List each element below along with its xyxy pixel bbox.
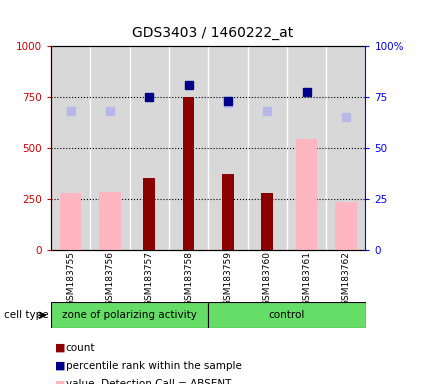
- Bar: [60, 193, 82, 250]
- Bar: [261, 193, 273, 250]
- Text: percentile rank within the sample: percentile rank within the sample: [66, 361, 242, 371]
- Text: cell type: cell type: [4, 310, 49, 320]
- Text: ■: ■: [55, 343, 66, 353]
- Text: control: control: [269, 310, 305, 320]
- Bar: [335, 202, 357, 250]
- Text: GDS3403 / 1460222_at: GDS3403 / 1460222_at: [132, 26, 293, 40]
- Bar: [222, 174, 234, 250]
- Bar: [208, 302, 366, 328]
- Text: value, Detection Call = ABSENT: value, Detection Call = ABSENT: [66, 379, 231, 384]
- Text: count: count: [66, 343, 95, 353]
- Text: ■: ■: [55, 379, 66, 384]
- Bar: [296, 139, 317, 250]
- Bar: [99, 192, 121, 250]
- Bar: [143, 179, 155, 250]
- Bar: [183, 97, 195, 250]
- Bar: [51, 302, 208, 328]
- Text: ■: ■: [55, 361, 66, 371]
- Text: zone of polarizing activity: zone of polarizing activity: [62, 310, 197, 320]
